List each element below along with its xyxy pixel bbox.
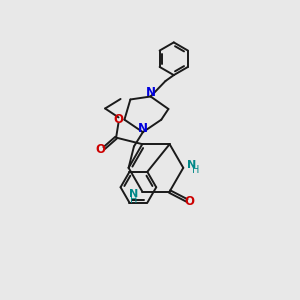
Text: O: O: [185, 195, 195, 208]
Text: H: H: [192, 165, 200, 175]
Text: N: N: [187, 160, 196, 170]
Text: N: N: [138, 122, 148, 134]
Text: N: N: [146, 86, 156, 99]
Text: H: H: [130, 195, 138, 205]
Text: N: N: [129, 190, 139, 200]
Text: O: O: [113, 113, 124, 126]
Text: O: O: [96, 143, 106, 156]
